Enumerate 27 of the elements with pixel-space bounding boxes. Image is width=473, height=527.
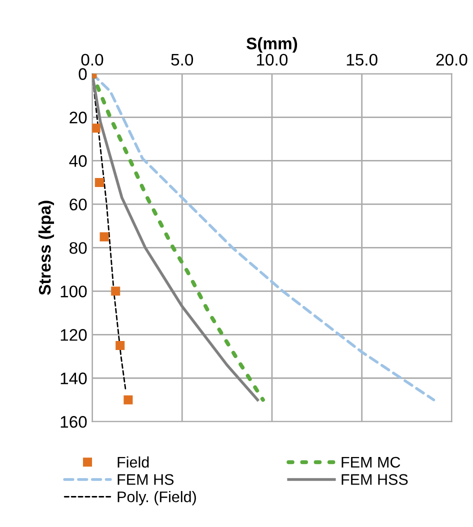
x-tick-label: 15.0	[346, 54, 378, 66]
y-axis-title: Stress (kpa)	[38, 200, 54, 295]
x-tick-label: 5.0	[171, 54, 194, 66]
y-tick-label: 160	[60, 416, 87, 428]
point	[92, 124, 100, 133]
x-tick-label: 20.0	[436, 54, 468, 66]
legend-label: FEM HS	[118, 474, 174, 485]
y-tick-label: 120	[60, 329, 87, 341]
point	[100, 232, 109, 242]
legend-label: FEM MC	[342, 456, 400, 468]
legend-label: FEM HSS	[342, 474, 408, 485]
point	[111, 286, 120, 296]
legend-label: Poly. (Field)	[118, 491, 196, 506]
y-tick-label: 0	[78, 68, 87, 80]
point	[116, 341, 125, 350]
point	[94, 178, 104, 187]
y-tick-label: 40	[69, 155, 87, 167]
y-tick-label: 140	[60, 372, 87, 384]
x-tick-label: 0.0	[81, 54, 104, 66]
point	[124, 395, 133, 404]
x-tick-label: 10.0	[257, 54, 288, 66]
y-tick-label: 80	[70, 242, 87, 254]
y-tick-label: 20	[70, 112, 87, 124]
legend-label: Field	[118, 456, 149, 468]
x-axis-title: S(mm)	[246, 37, 298, 53]
y-tick-label: 60	[70, 198, 87, 210]
y-tick-label: 100	[60, 286, 87, 298]
